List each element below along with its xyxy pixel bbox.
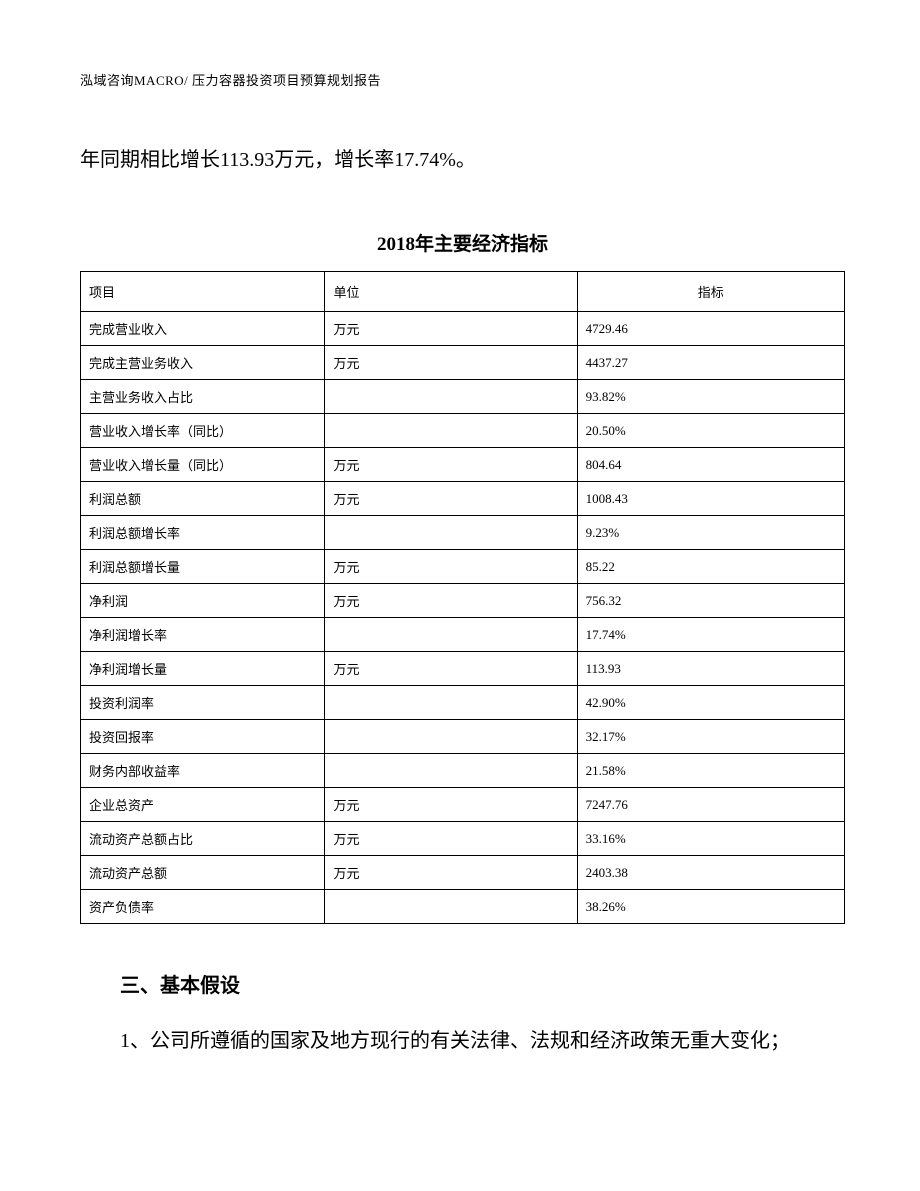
cell-unit: 万元 bbox=[325, 584, 577, 618]
table-row: 净利润增长率 17.74% bbox=[81, 618, 845, 652]
cell-item: 利润总额增长率 bbox=[81, 516, 325, 550]
cell-unit: 万元 bbox=[325, 482, 577, 516]
table-row: 利润总额 万元 1008.43 bbox=[81, 482, 845, 516]
cell-item: 流动资产总额 bbox=[81, 856, 325, 890]
cell-value: 756.32 bbox=[577, 584, 844, 618]
cell-item: 营业收入增长率（同比） bbox=[81, 414, 325, 448]
cell-unit bbox=[325, 890, 577, 924]
cell-item: 主营业务收入占比 bbox=[81, 380, 325, 414]
cell-unit: 万元 bbox=[325, 788, 577, 822]
cell-unit: 万元 bbox=[325, 856, 577, 890]
cell-item: 投资回报率 bbox=[81, 720, 325, 754]
page-header: 泓域咨询MACRO/ 压力容器投资项目预算规划报告 bbox=[80, 70, 845, 89]
cell-value: 21.58% bbox=[577, 754, 844, 788]
cell-item: 利润总额 bbox=[81, 482, 325, 516]
table-row: 流动资产总额占比 万元 33.16% bbox=[81, 822, 845, 856]
cell-value: 804.64 bbox=[577, 448, 844, 482]
cell-value: 38.26% bbox=[577, 890, 844, 924]
cell-unit bbox=[325, 618, 577, 652]
table-row: 净利润 万元 756.32 bbox=[81, 584, 845, 618]
cell-unit bbox=[325, 754, 577, 788]
table-row: 净利润增长量 万元 113.93 bbox=[81, 652, 845, 686]
cell-value: 4729.46 bbox=[577, 312, 844, 346]
cell-value: 1008.43 bbox=[577, 482, 844, 516]
column-header-unit: 单位 bbox=[325, 272, 577, 312]
table-row: 企业总资产 万元 7247.76 bbox=[81, 788, 845, 822]
cell-item: 流动资产总额占比 bbox=[81, 822, 325, 856]
cell-item: 净利润 bbox=[81, 584, 325, 618]
cell-value: 32.17% bbox=[577, 720, 844, 754]
table-row: 利润总额增长率 9.23% bbox=[81, 516, 845, 550]
cell-item: 净利润增长率 bbox=[81, 618, 325, 652]
cell-unit bbox=[325, 686, 577, 720]
table-body: 完成营业收入 万元 4729.46 完成主营业务收入 万元 4437.27 主营… bbox=[81, 312, 845, 924]
cell-item: 财务内部收益率 bbox=[81, 754, 325, 788]
table-row: 流动资产总额 万元 2403.38 bbox=[81, 856, 845, 890]
cell-unit: 万元 bbox=[325, 822, 577, 856]
table-header-row: 项目 单位 指标 bbox=[81, 272, 845, 312]
cell-value: 4437.27 bbox=[577, 346, 844, 380]
cell-unit: 万元 bbox=[325, 448, 577, 482]
cell-unit: 万元 bbox=[325, 550, 577, 584]
cell-item: 利润总额增长量 bbox=[81, 550, 325, 584]
cell-item: 完成主营业务收入 bbox=[81, 346, 325, 380]
table-row: 完成主营业务收入 万元 4437.27 bbox=[81, 346, 845, 380]
cell-unit: 万元 bbox=[325, 312, 577, 346]
cell-unit bbox=[325, 380, 577, 414]
cell-value: 93.82% bbox=[577, 380, 844, 414]
column-header-item: 项目 bbox=[81, 272, 325, 312]
cell-item: 完成营业收入 bbox=[81, 312, 325, 346]
table-row: 资产负债率 38.26% bbox=[81, 890, 845, 924]
table-row: 完成营业收入 万元 4729.46 bbox=[81, 312, 845, 346]
cell-value: 20.50% bbox=[577, 414, 844, 448]
intro-paragraph: 年同期相比增长113.93万元，增长率17.74%。 bbox=[80, 139, 845, 181]
table-title: 2018年主要经济指标 bbox=[80, 229, 845, 256]
cell-item: 资产负债率 bbox=[81, 890, 325, 924]
cell-unit bbox=[325, 516, 577, 550]
cell-item: 净利润增长量 bbox=[81, 652, 325, 686]
cell-item: 投资利润率 bbox=[81, 686, 325, 720]
cell-item: 营业收入增长量（同比） bbox=[81, 448, 325, 482]
cell-item: 企业总资产 bbox=[81, 788, 325, 822]
cell-value: 7247.76 bbox=[577, 788, 844, 822]
cell-unit bbox=[325, 414, 577, 448]
cell-value: 17.74% bbox=[577, 618, 844, 652]
cell-value: 42.90% bbox=[577, 686, 844, 720]
cell-value: 113.93 bbox=[577, 652, 844, 686]
table-row: 投资回报率 32.17% bbox=[81, 720, 845, 754]
table-row: 利润总额增长量 万元 85.22 bbox=[81, 550, 845, 584]
table-row: 投资利润率 42.90% bbox=[81, 686, 845, 720]
table-row: 主营业务收入占比 93.82% bbox=[81, 380, 845, 414]
section-body: 1、公司所遵循的国家及地方现行的有关法律、法规和经济政策无重大变化； bbox=[80, 1020, 845, 1062]
cell-value: 33.16% bbox=[577, 822, 844, 856]
table-row: 营业收入增长率（同比） 20.50% bbox=[81, 414, 845, 448]
cell-unit: 万元 bbox=[325, 346, 577, 380]
cell-value: 9.23% bbox=[577, 516, 844, 550]
cell-value: 2403.38 bbox=[577, 856, 844, 890]
table-row: 财务内部收益率 21.58% bbox=[81, 754, 845, 788]
table-row: 营业收入增长量（同比） 万元 804.64 bbox=[81, 448, 845, 482]
cell-value: 85.22 bbox=[577, 550, 844, 584]
indicator-table: 项目 单位 指标 完成营业收入 万元 4729.46 完成主营业务收入 万元 4… bbox=[80, 271, 845, 924]
cell-unit: 万元 bbox=[325, 652, 577, 686]
cell-unit bbox=[325, 720, 577, 754]
section-heading: 三、基本假设 bbox=[80, 969, 845, 998]
column-header-value: 指标 bbox=[577, 272, 844, 312]
